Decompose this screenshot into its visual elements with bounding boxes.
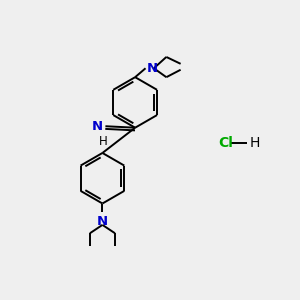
Text: N: N	[97, 215, 108, 228]
Text: H: H	[250, 136, 260, 150]
Text: N: N	[147, 62, 158, 75]
Text: N: N	[92, 120, 103, 133]
Text: H: H	[99, 134, 107, 148]
Text: Cl: Cl	[218, 136, 233, 150]
